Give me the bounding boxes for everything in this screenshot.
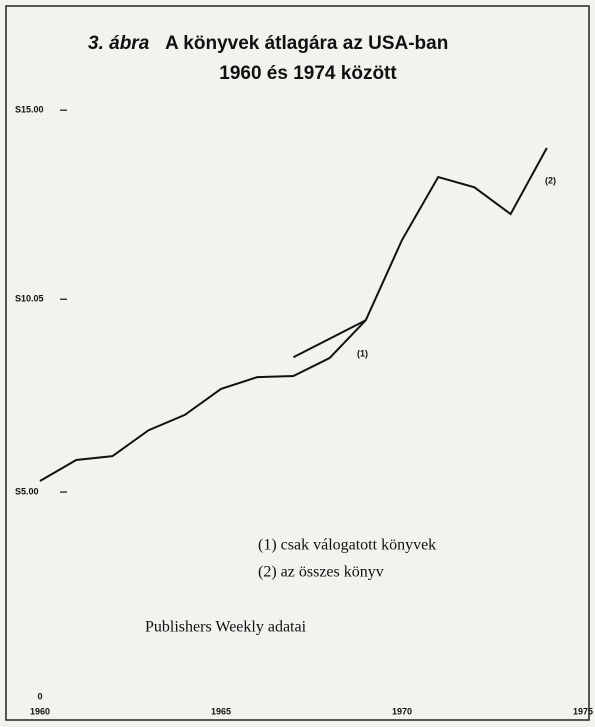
x-tick-label: 1970 (392, 706, 412, 716)
chart-title: A könyvek átlagára az USA-ban (165, 33, 448, 54)
x-tick-label: 1975 (573, 706, 593, 716)
line (292, 319, 367, 359)
frame (5, 5, 590, 721)
annotation: (1) (357, 348, 368, 358)
line (39, 147, 548, 482)
x-tick-label: 1960 (30, 706, 50, 716)
annotation: (2) (545, 175, 556, 185)
chart-title-prefix: 3. ábra (88, 33, 150, 54)
x-tick-label: 1965 (211, 706, 231, 716)
y-tick-label: 0 (37, 691, 42, 701)
legend-entry: (2) az összes könyv (258, 564, 384, 581)
chart-subtitle: 1960 és 1974 között (219, 63, 397, 84)
legend-entry: (1) csak válogatott könyvek (258, 537, 436, 554)
y-tick-label: S15.00 (15, 105, 44, 115)
y-tick-label: S10.05 (15, 294, 44, 304)
y-tick-label: S5.00 (15, 486, 39, 496)
note: Publishers Weekly adatai (145, 619, 307, 636)
